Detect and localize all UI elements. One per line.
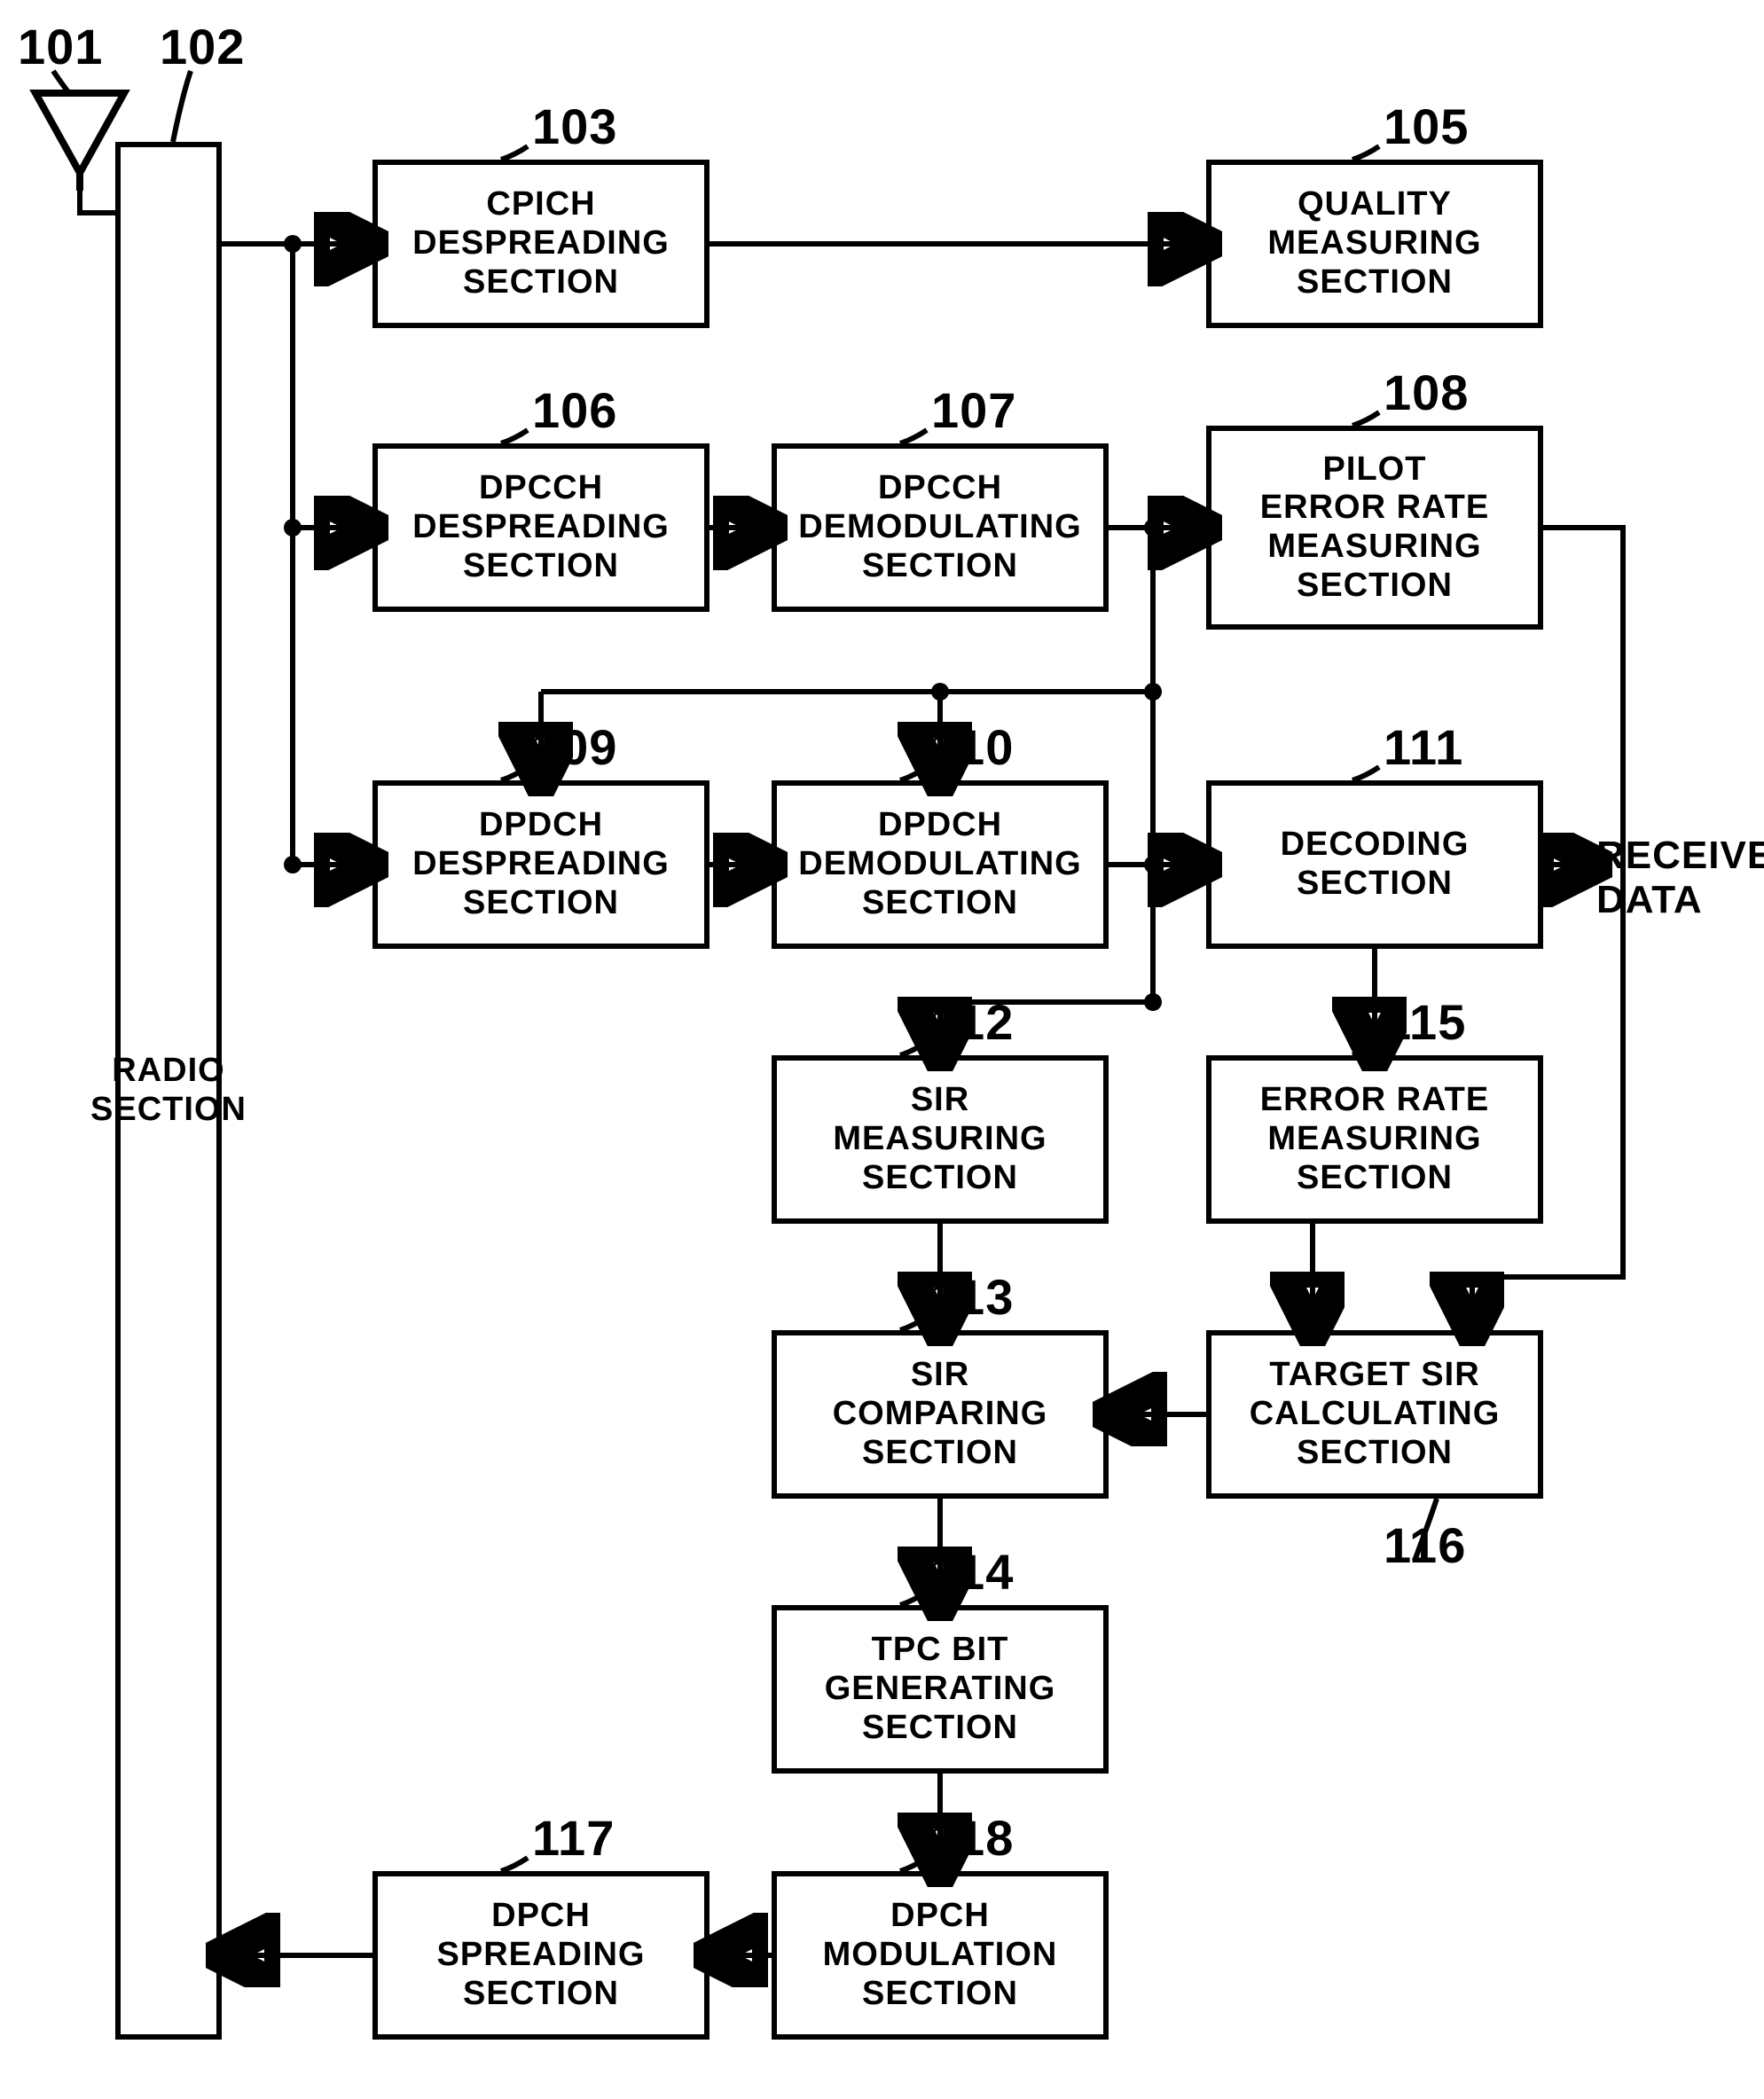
sir-comparing: SIRCOMPARINGSECTION	[772, 1330, 1109, 1499]
dpcch-demodulating: DPCCHDEMODULATINGSECTION	[772, 443, 1109, 612]
label-106: 106	[532, 381, 617, 439]
label-117: 117	[532, 1809, 615, 1867]
diagram-canvas: RADIOSECTION CPICHDESPREADINGSECTION QUA…	[0, 0, 1764, 2099]
label-109: 109	[532, 718, 617, 776]
label-112: 112	[931, 993, 1014, 1051]
dpch-mod-label: DPCHMODULATIONSECTION	[823, 1897, 1058, 2013]
quality-label: QUALITYMEASURINGSECTION	[1267, 185, 1481, 302]
tpc-generating: TPC BITGENERATINGSECTION	[772, 1605, 1109, 1774]
dpdch-d-label: DPDCHDESPREADINGSECTION	[412, 806, 670, 922]
tpc-label: TPC BITGENERATINGSECTION	[825, 1631, 1056, 1747]
target-sir-calculating: TARGET SIRCALCULATINGSECTION	[1206, 1330, 1543, 1499]
radio-section: RADIOSECTION	[115, 142, 222, 2040]
tgt-sir-label: TARGET SIRCALCULATINGSECTION	[1250, 1356, 1501, 1472]
dpch-sp-label: DPCHSPREADINGSECTION	[437, 1897, 646, 2013]
dpcch-despreading: DPCCHDESPREADINGSECTION	[372, 443, 710, 612]
pilot-error-rate: PILOTERROR RATEMEASURINGSECTION	[1206, 426, 1543, 630]
err-rate-label: ERROR RATEMEASURINGSECTION	[1260, 1081, 1489, 1197]
sir-m-label: SIRMEASURINGSECTION	[833, 1081, 1047, 1197]
label-102: 102	[160, 18, 245, 75]
label-107: 107	[931, 381, 1016, 439]
label-110: 110	[931, 718, 1014, 776]
label-108: 108	[1384, 364, 1469, 421]
label-118: 118	[931, 1809, 1014, 1867]
dpdch-m-label: DPDCHDEMODULATINGSECTION	[798, 806, 1082, 922]
label-115: 115	[1384, 993, 1466, 1051]
dpcch-m-label: DPCCHDEMODULATINGSECTION	[798, 469, 1082, 585]
quality-measuring: QUALITYMEASURINGSECTION	[1206, 160, 1543, 328]
label-111: 111	[1384, 718, 1463, 776]
dpdch-demodulating: DPDCHDEMODULATINGSECTION	[772, 780, 1109, 949]
sir-measuring: SIRMEASURINGSECTION	[772, 1055, 1109, 1224]
dpch-modulation: DPCHMODULATIONSECTION	[772, 1871, 1109, 2040]
dpdch-despreading: DPDCHDESPREADINGSECTION	[372, 780, 710, 949]
cpich-despreading: CPICHDESPREADINGSECTION	[372, 160, 710, 328]
pilot-label: PILOTERROR RATEMEASURINGSECTION	[1260, 450, 1489, 606]
label-101: 101	[18, 18, 103, 75]
label-103: 103	[532, 98, 617, 155]
dpch-spreading: DPCHSPREADINGSECTION	[372, 1871, 710, 2040]
label-113: 113	[931, 1268, 1014, 1326]
radio-label: RADIOSECTION	[90, 1052, 247, 1129]
sir-c-label: SIRCOMPARINGSECTION	[833, 1356, 1048, 1472]
error-rate-measuring: ERROR RATEMEASURINGSECTION	[1206, 1055, 1543, 1224]
label-116: 116	[1384, 1516, 1466, 1574]
label-105: 105	[1384, 98, 1469, 155]
label-114: 114	[931, 1543, 1014, 1601]
cpich-label: CPICHDESPREADINGSECTION	[412, 185, 670, 302]
dpcch-d-label: DPCCHDESPREADINGSECTION	[412, 469, 670, 585]
decoding-label: DECODINGSECTION	[1281, 826, 1470, 903]
decoding-section: DECODINGSECTION	[1206, 780, 1543, 949]
output-label: RECEIVEDDATA	[1596, 834, 1764, 922]
